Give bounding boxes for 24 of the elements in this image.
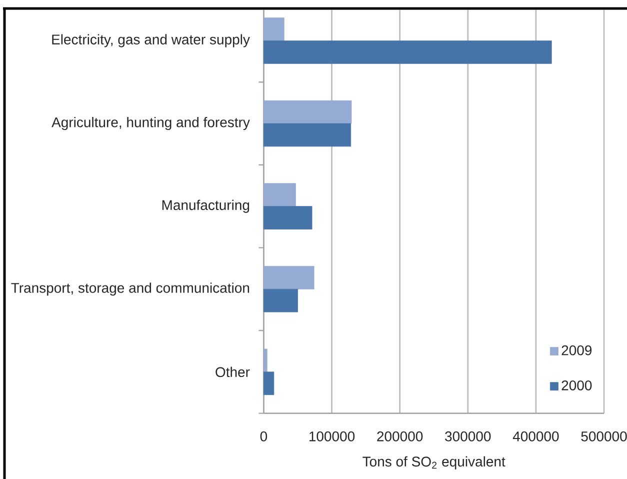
- x-tick-label: 500000: [581, 431, 627, 442]
- bar: [264, 206, 312, 230]
- bar: [264, 100, 352, 124]
- y-tick-label: Electricity, gas and water supply: [52, 34, 250, 48]
- x-tick-label: 400000: [512, 431, 559, 442]
- bar: [264, 288, 298, 312]
- bar: [264, 40, 552, 64]
- y-tick-label: Manufacturing: [162, 200, 250, 213]
- x-tick-label: 0: [260, 431, 268, 442]
- y-tick-label: Other: [216, 366, 250, 378]
- bar: [264, 266, 314, 290]
- y-tick-label: Transport, storage and communication: [11, 282, 250, 296]
- legend-label: 2009: [562, 345, 592, 356]
- x-tick-label: 100000: [309, 431, 355, 442]
- bar: [264, 183, 296, 206]
- bar: [264, 372, 274, 396]
- bar: [264, 348, 268, 372]
- x-tick-label: 300000: [445, 431, 491, 442]
- bar: [264, 18, 284, 41]
- x-tick-label: 200000: [377, 431, 423, 442]
- legend-label: 2000: [562, 380, 592, 390]
- y-tick-label: Agriculture, hunting and forestry: [52, 116, 250, 130]
- bar: [264, 123, 352, 147]
- x-axis-title: Tons of SO$_{2}$ equivalent: [362, 456, 506, 470]
